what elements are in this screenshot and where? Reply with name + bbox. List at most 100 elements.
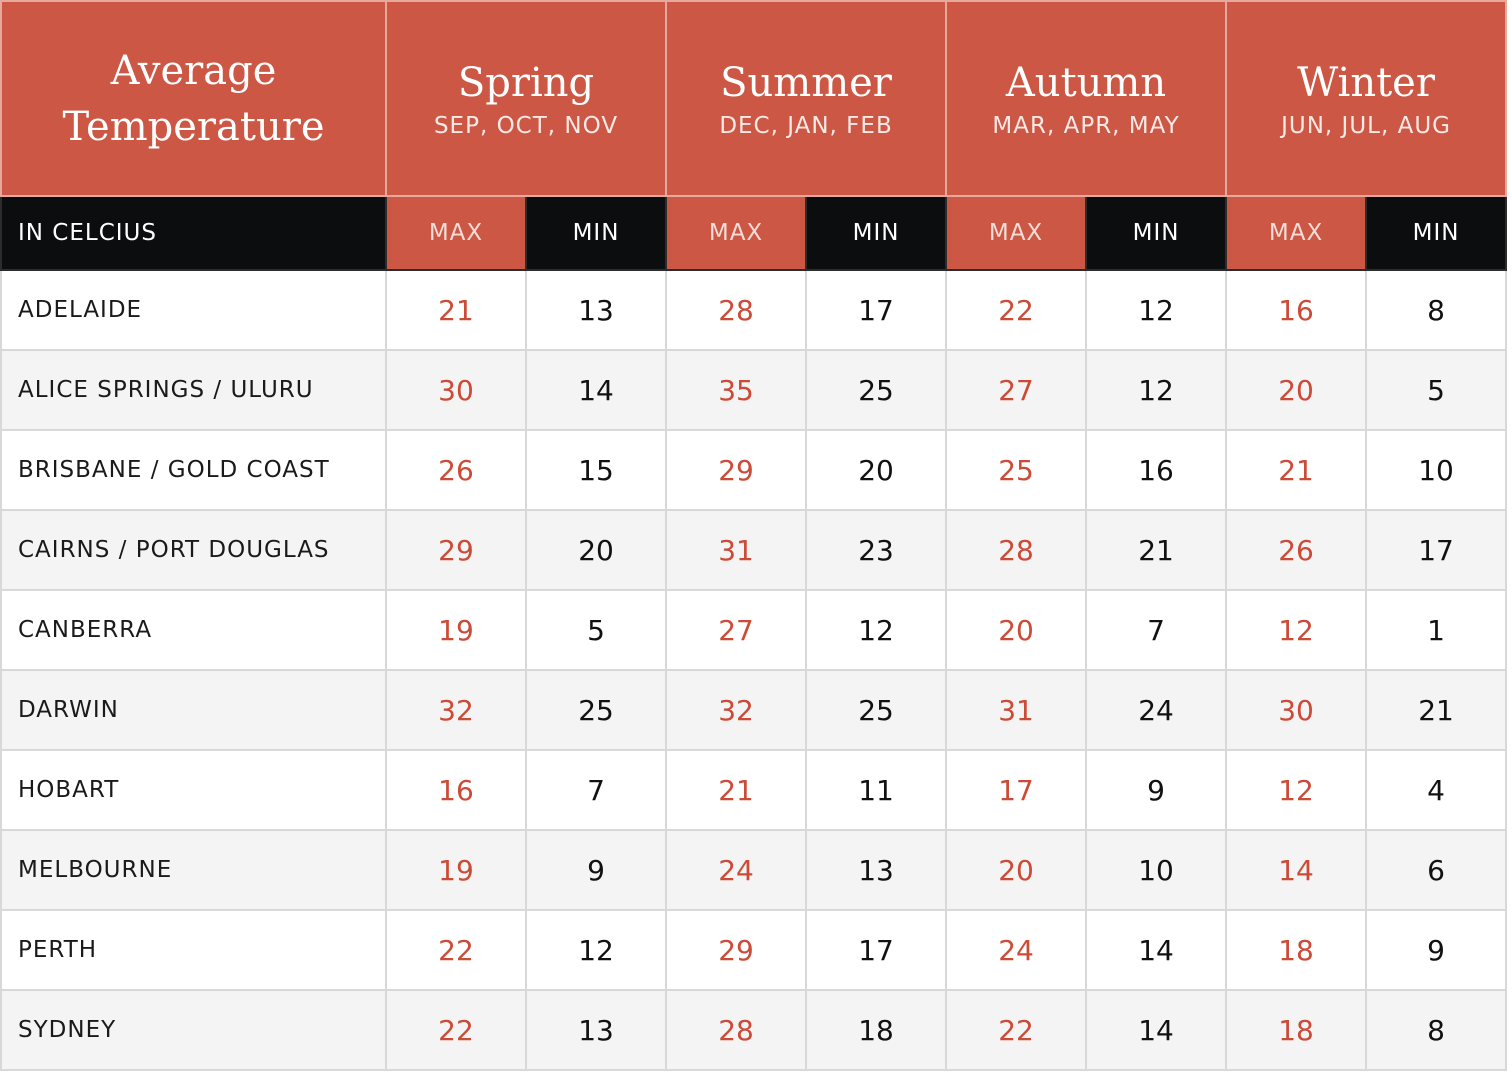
min-temp-cell: 21 — [1365, 669, 1508, 751]
max-temp-cell: 26 — [1225, 509, 1368, 591]
max-header: MAX — [385, 195, 527, 271]
table-row: HOBART 16 7 21 11 17 9 12 4 — [0, 749, 1508, 831]
max-temp-cell: 20 — [945, 829, 1088, 911]
season-name: Autumn — [1005, 59, 1167, 106]
season-months: JUN, JUL, AUG — [1281, 112, 1451, 139]
min-header: MIN — [1085, 195, 1228, 271]
city-name: HOBART — [0, 749, 387, 831]
table-title: Average Temperature — [0, 0, 387, 197]
max-temp-cell: 28 — [665, 269, 808, 351]
min-header: MIN — [805, 195, 948, 271]
min-temp-cell: 14 — [1085, 909, 1228, 991]
min-header: MIN — [1365, 195, 1508, 271]
season-header-spring: Spring SEP, OCT, NOV — [384, 0, 668, 197]
city-name: SYDNEY — [0, 989, 387, 1071]
min-temp-cell: 10 — [1085, 829, 1228, 911]
min-temp-cell: 8 — [1365, 269, 1508, 351]
min-temp-cell: 13 — [524, 989, 668, 1071]
city-name: CAIRNS / PORT DOUGLAS — [0, 509, 387, 591]
min-temp-cell: 5 — [524, 589, 668, 671]
min-temp-cell: 12 — [805, 589, 948, 671]
season-months: DEC, JAN, FEB — [719, 112, 893, 139]
min-temp-cell: 1 — [1365, 589, 1508, 671]
season-header-autumn: Autumn MAR, APR, MAY — [945, 0, 1228, 197]
min-temp-cell: 17 — [805, 909, 948, 991]
min-temp-cell: 17 — [805, 269, 948, 351]
min-temp-cell: 7 — [524, 749, 668, 831]
unit-label: IN CELCIUS — [0, 195, 387, 271]
max-temp-cell: 19 — [385, 589, 527, 671]
season-months: SEP, OCT, NOV — [433, 112, 619, 139]
max-temp-cell: 32 — [665, 669, 808, 751]
min-temp-cell: 20 — [805, 429, 948, 511]
max-temp-cell: 14 — [1225, 829, 1368, 911]
max-temp-cell: 20 — [945, 589, 1088, 671]
min-temp-cell: 4 — [1365, 749, 1508, 831]
max-temp-cell: 27 — [665, 589, 808, 671]
min-temp-cell: 7 — [1085, 589, 1228, 671]
table-row: BRISBANE / GOLD COAST 26 15 29 20 25 16 21 10 — [0, 429, 1508, 511]
max-temp-cell: 31 — [665, 509, 808, 591]
table-row: ALICE SPRINGS / ULURU 30 14 35 25 27 12 20 5 — [0, 349, 1508, 431]
max-temp-cell: 28 — [665, 989, 808, 1071]
table-row: CANBERRA 19 5 27 12 20 7 12 1 — [0, 589, 1508, 671]
max-temp-cell: 31 — [945, 669, 1088, 751]
table-row: PERTH 22 12 29 17 24 14 18 9 — [0, 909, 1508, 991]
max-temp-cell: 29 — [665, 429, 808, 511]
max-temp-cell: 22 — [945, 989, 1088, 1071]
min-temp-cell: 5 — [1365, 349, 1508, 431]
max-temp-cell: 16 — [1225, 269, 1368, 351]
max-temp-cell: 18 — [1225, 989, 1368, 1071]
season-name: Winter — [1297, 59, 1435, 106]
max-header: MAX — [665, 195, 808, 271]
max-temp-cell: 21 — [665, 749, 808, 831]
max-temp-cell: 26 — [385, 429, 527, 511]
min-temp-cell: 9 — [1085, 749, 1228, 831]
max-temp-cell: 20 — [1225, 349, 1368, 431]
max-temp-cell: 22 — [945, 269, 1088, 351]
max-min-header-row: IN CELCIUS MAX MIN MAX MIN MAX MIN MAX M… — [0, 195, 1508, 271]
season-header-winter: Winter JUN, JUL, AUG — [1225, 0, 1508, 197]
min-temp-cell: 9 — [1365, 909, 1508, 991]
max-temp-cell: 28 — [945, 509, 1088, 591]
min-temp-cell: 25 — [805, 669, 948, 751]
max-temp-cell: 21 — [1225, 429, 1368, 511]
min-temp-cell: 6 — [1365, 829, 1508, 911]
min-temp-cell: 14 — [1085, 989, 1228, 1071]
min-temp-cell: 9 — [524, 829, 668, 911]
season-header-row: Average Temperature Spring SEP, OCT, NOV… — [0, 0, 1508, 197]
table-row: DARWIN 32 25 32 25 31 24 30 21 — [0, 669, 1508, 751]
max-temp-cell: 22 — [385, 989, 527, 1071]
max-temp-cell: 19 — [385, 829, 527, 911]
min-temp-cell: 8 — [1365, 989, 1508, 1071]
season-name: Summer — [720, 59, 892, 106]
min-temp-cell: 25 — [805, 349, 948, 431]
max-temp-cell: 12 — [1225, 589, 1368, 671]
max-temp-cell: 12 — [1225, 749, 1368, 831]
max-temp-cell: 32 — [385, 669, 527, 751]
max-temp-cell: 30 — [1225, 669, 1368, 751]
min-temp-cell: 12 — [524, 909, 668, 991]
table-row: ADELAIDE 21 13 28 17 22 12 16 8 — [0, 269, 1508, 351]
table-row: MELBOURNE 19 9 24 13 20 10 14 6 — [0, 829, 1508, 911]
city-name: ALICE SPRINGS / ULURU — [0, 349, 387, 431]
city-name: CANBERRA — [0, 589, 387, 671]
max-temp-cell: 18 — [1225, 909, 1368, 991]
table-row: SYDNEY 22 13 28 18 22 14 18 8 — [0, 989, 1508, 1071]
city-name: BRISBANE / GOLD COAST — [0, 429, 387, 511]
max-header: MAX — [1225, 195, 1368, 271]
min-temp-cell: 18 — [805, 989, 948, 1071]
table-row: CAIRNS / PORT DOUGLAS 29 20 31 23 28 21 26 17 — [0, 509, 1508, 591]
min-temp-cell: 17 — [1365, 509, 1508, 591]
min-temp-cell: 25 — [524, 669, 668, 751]
min-temp-cell: 12 — [1085, 269, 1228, 351]
max-temp-cell: 29 — [665, 909, 808, 991]
max-temp-cell: 16 — [385, 749, 527, 831]
table-title-line2: Temperature — [62, 103, 325, 150]
min-temp-cell: 24 — [1085, 669, 1228, 751]
max-temp-cell: 24 — [945, 909, 1088, 991]
city-name: PERTH — [0, 909, 387, 991]
table-body: ADELAIDE 21 13 28 17 22 12 16 8 ALICE SPRINGS / U… — [0, 269, 1508, 1071]
season-months: MAR, APR, MAY — [992, 112, 1180, 139]
max-temp-cell: 21 — [385, 269, 527, 351]
